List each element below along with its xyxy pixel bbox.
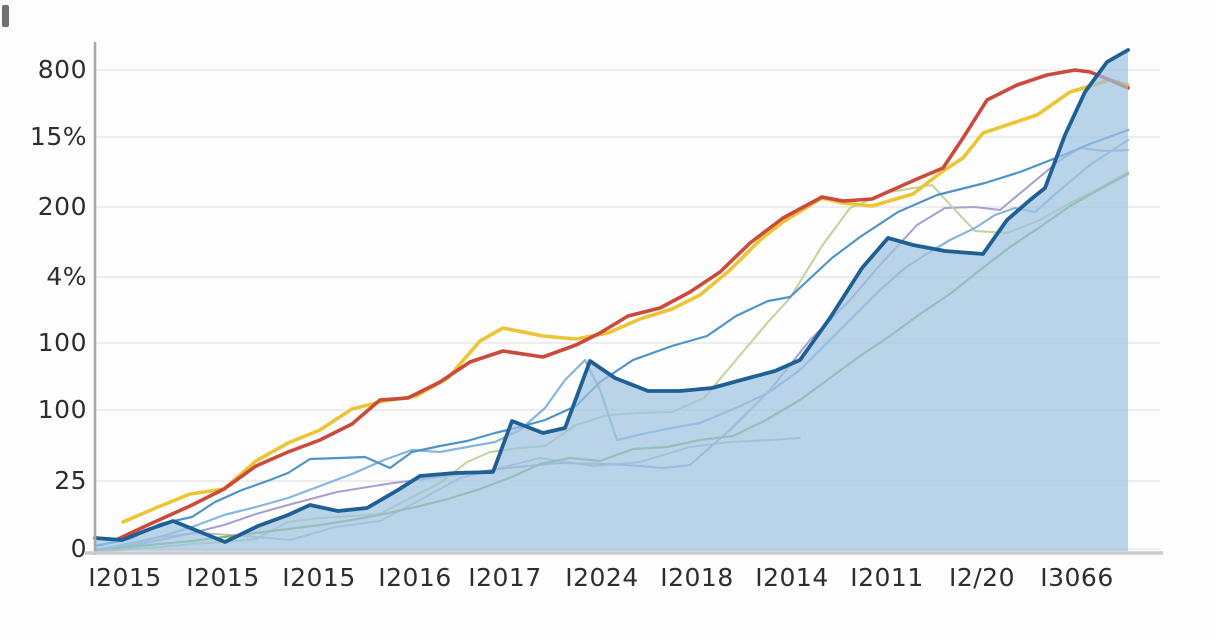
x-tick-label: I2015 bbox=[186, 563, 260, 592]
series-navy-line bbox=[93, 48, 1130, 544]
x-tick-label: I2024 bbox=[565, 563, 639, 592]
series-gold-line bbox=[121, 78, 1130, 524]
x-tick-label: I2017 bbox=[468, 563, 542, 592]
x-tick-label: I2016 bbox=[378, 563, 452, 592]
y-tick-label: 100 bbox=[37, 395, 87, 424]
x-tick-label: I2014 bbox=[755, 563, 829, 592]
y-tick-label: 4% bbox=[46, 262, 87, 291]
x-tick-label: I2011 bbox=[850, 563, 924, 592]
series-red-line bbox=[116, 68, 1130, 541]
corner-smudge-mark bbox=[2, 5, 9, 27]
y-tick-label: 25 bbox=[54, 466, 87, 495]
y-tick-label: 0 bbox=[70, 534, 87, 563]
y-tick-label: 200 bbox=[37, 192, 87, 221]
x-tick-label: I2018 bbox=[660, 563, 734, 592]
y-tick-label: 800 bbox=[37, 55, 87, 84]
x-tick-label: I3066 bbox=[1040, 563, 1114, 592]
y-tick-label: 15% bbox=[29, 122, 87, 151]
series-navy-area bbox=[95, 50, 1128, 551]
y-tick-label: 100 bbox=[37, 328, 87, 357]
x-tick-label: I2015 bbox=[282, 563, 356, 592]
series-steel-blue-line bbox=[93, 128, 1130, 548]
x-tick-label: I2015 bbox=[88, 563, 162, 592]
x-tick-label: I2/20 bbox=[948, 563, 1015, 592]
